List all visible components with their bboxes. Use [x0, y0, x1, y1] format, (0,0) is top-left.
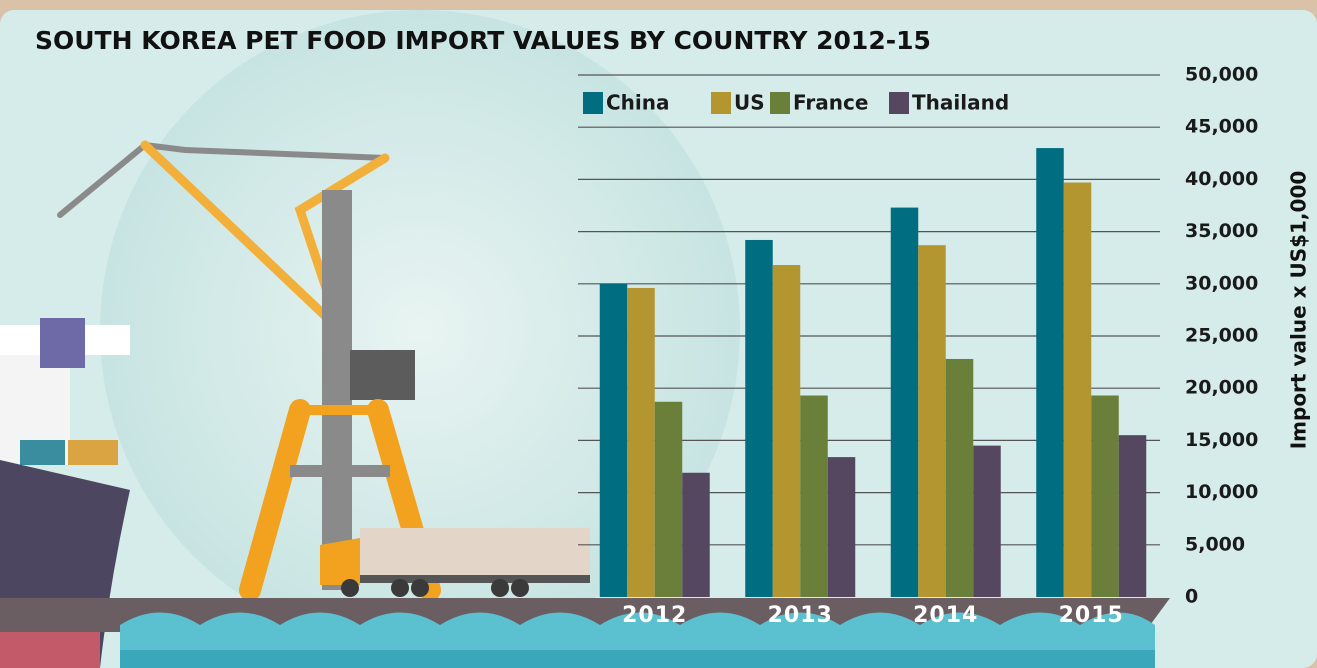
bar [1091, 395, 1119, 597]
y-tick-label: 50,000 [1185, 64, 1258, 86]
bar [800, 395, 828, 597]
y-tick-label: 30,000 [1185, 272, 1258, 294]
bar [627, 287, 655, 597]
y-tick-label: 45,000 [1185, 116, 1258, 138]
bar [1118, 435, 1147, 597]
bar [654, 401, 683, 597]
crane [57, 140, 441, 601]
y-axis-title: Import value x US$1,000 [1287, 171, 1311, 450]
y-tick-label: 20,000 [1185, 377, 1258, 399]
bar [1036, 148, 1064, 597]
bar [682, 472, 710, 597]
bar [890, 207, 919, 597]
bar [1063, 182, 1092, 598]
water [120, 650, 1155, 668]
legend-swatch [583, 92, 603, 114]
truck [320, 528, 590, 597]
y-tick-label: 40,000 [1185, 168, 1258, 190]
bar [827, 457, 856, 597]
y-tick-label: 10,000 [1185, 481, 1258, 503]
bar [772, 265, 801, 597]
y-tick-label: 0 [1185, 586, 1198, 608]
legend-swatch [889, 92, 909, 114]
x-tick-label: 2013 [768, 603, 833, 628]
chart-title: SOUTH KOREA PET FOOD IMPORT VALUES BY CO… [35, 26, 931, 55]
legend-label: France [793, 91, 868, 115]
bar [599, 283, 628, 597]
bar [945, 358, 974, 597]
legend-label: US [734, 91, 765, 115]
x-tick-label: 2015 [1059, 603, 1124, 628]
y-tick-label: 5,000 [1185, 533, 1245, 555]
legend-swatch [770, 92, 790, 114]
legend-label: Thailand [912, 91, 1009, 115]
globe [100, 10, 740, 650]
y-tick-label: 35,000 [1185, 220, 1258, 242]
bar [745, 239, 773, 597]
y-tick-label: 25,000 [1185, 325, 1258, 347]
y-tick-label: 15,000 [1185, 429, 1258, 451]
bar [973, 445, 1001, 597]
legend-swatch [711, 92, 731, 114]
x-tick-label: 2014 [913, 603, 978, 628]
legend-label: China [606, 91, 670, 115]
x-tick-label: 2012 [622, 603, 687, 628]
bar [918, 245, 946, 597]
